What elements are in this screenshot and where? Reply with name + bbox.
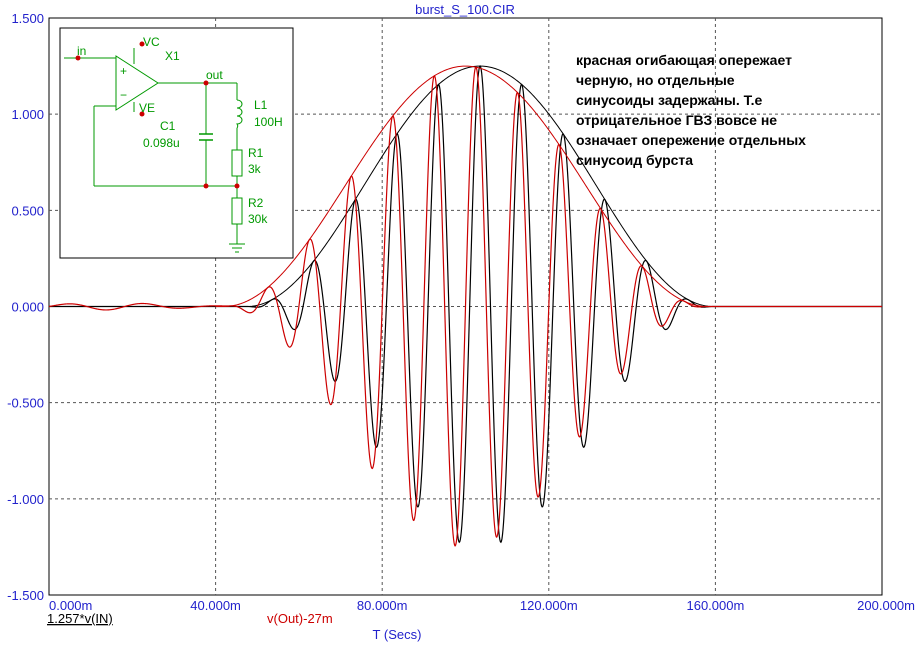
label-minus: − <box>120 88 127 102</box>
label-vc: VC <box>143 35 160 49</box>
y-tick-label: 0.000 <box>11 300 44 315</box>
label-in: in <box>77 44 86 58</box>
x-axis-label: T (Secs) <box>373 627 422 642</box>
schematic-nodes <box>75 41 240 189</box>
x-tick-label: 160.000m <box>686 598 744 613</box>
label-ve: VE <box>139 101 155 115</box>
annotation-text: красная огибающая опережает черную, но о… <box>576 52 806 168</box>
traces <box>48 65 882 547</box>
envelope-line <box>215 65 716 307</box>
x-tick-labels: 0.000m 40.000m 80.000m 120.000m 160.000m 200.… <box>49 598 915 613</box>
y-tick-label: -1.000 <box>7 492 44 507</box>
x-tick-label: 120.000m <box>520 598 578 613</box>
y-tick-label: 0.500 <box>11 203 44 218</box>
label-c1-value: 0.098u <box>143 136 180 150</box>
envelope-line <box>223 65 737 307</box>
label-r2-value: 30k <box>248 212 268 226</box>
y-tick-label: -0.500 <box>7 396 44 411</box>
y-tick-label: 1.500 <box>11 11 44 26</box>
x-tick-label: 200.000m <box>857 598 915 613</box>
label-r2: R2 <box>248 196 264 210</box>
legend-black-series: 1.257*v(IN) <box>47 611 113 626</box>
label-l1: L1 <box>254 98 268 112</box>
legend-red-series: v(Out)-27m <box>267 611 333 626</box>
schematic-box <box>59 27 294 259</box>
series-line <box>48 66 882 547</box>
chart-title: burst_S_100.CIR <box>415 2 515 17</box>
y-tick-labels: 1.500 1.000 0.500 0.000 -0.500 -1.000 -1.500 <box>7 11 44 603</box>
schematic-inset: in VC VE X1 out + − L1 100H C1 0.098u R1… <box>59 27 294 259</box>
label-c1: C1 <box>160 119 176 133</box>
label-r1-value: 3k <box>248 162 262 176</box>
y-tick-label: 1.000 <box>11 107 44 122</box>
y-tick-label: -1.500 <box>7 588 44 603</box>
schematic-wires <box>64 48 245 253</box>
label-plus: + <box>120 64 127 78</box>
label-out: out <box>206 68 223 82</box>
x-tick-label: 0.000m <box>49 598 92 613</box>
label-x1: X1 <box>165 49 180 63</box>
label-l1-value: 100H <box>254 115 283 129</box>
x-tick-label: 80.000m <box>357 598 408 613</box>
x-tick-label: 40.000m <box>190 598 241 613</box>
label-r1: R1 <box>248 146 264 160</box>
